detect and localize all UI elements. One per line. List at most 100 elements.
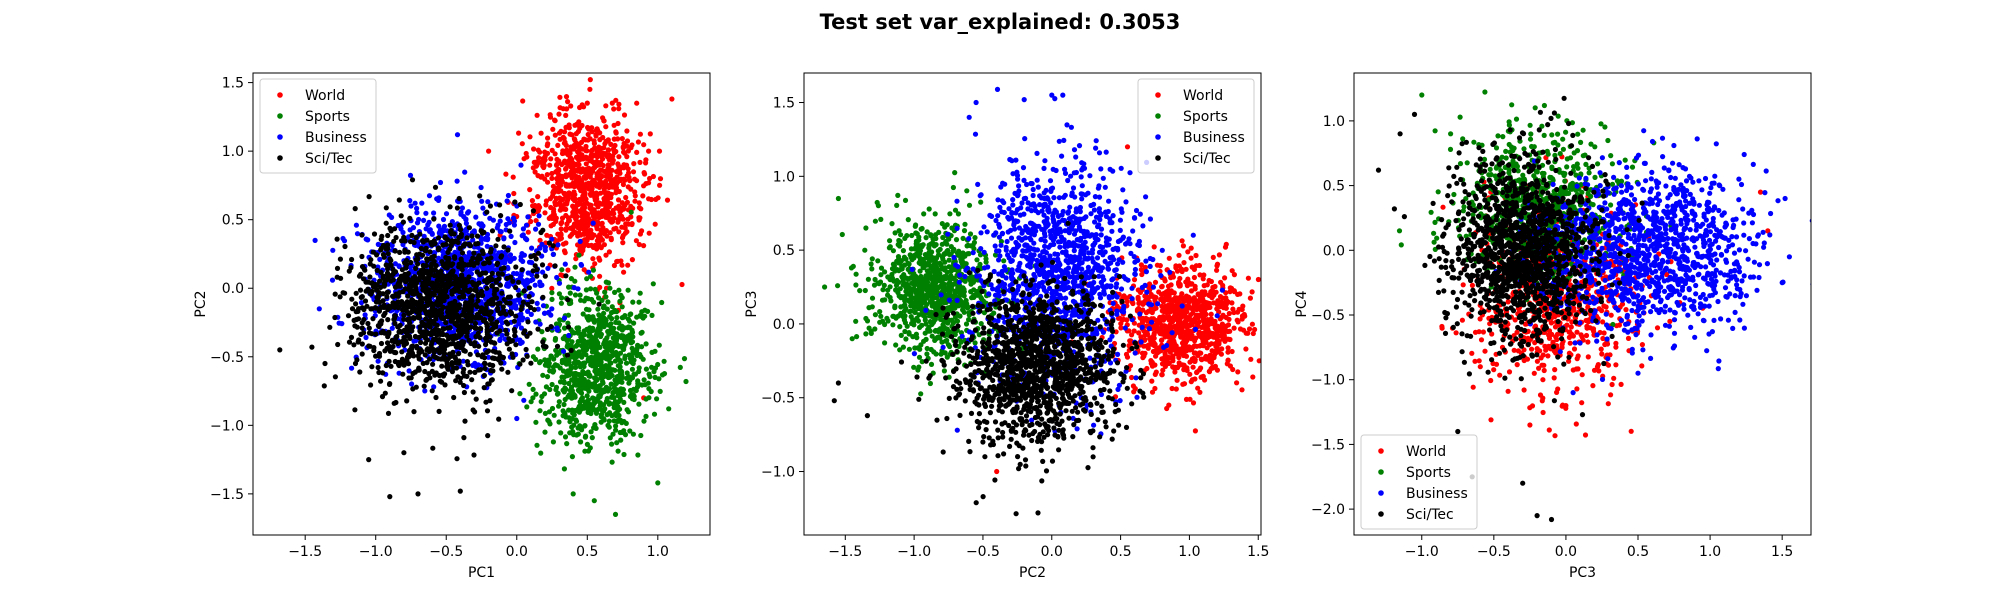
data-point <box>612 358 619 364</box>
data-point <box>432 240 438 247</box>
data-point <box>407 215 413 221</box>
data-point <box>424 311 430 317</box>
data-point <box>453 365 460 371</box>
data-point <box>630 299 636 305</box>
data-point <box>566 218 572 224</box>
data-point <box>518 254 524 260</box>
data-point <box>490 362 496 369</box>
y-tick-label: 1.0 <box>222 144 244 160</box>
data-point <box>554 391 561 397</box>
data-point <box>486 148 492 154</box>
data-point <box>572 278 578 284</box>
data-point <box>565 359 571 365</box>
data-point <box>587 191 594 197</box>
data-point <box>384 294 390 300</box>
data-point <box>568 391 574 397</box>
data-point <box>603 228 610 234</box>
data-point <box>611 215 617 221</box>
data-point <box>374 267 380 273</box>
data-point <box>370 316 376 322</box>
data-point <box>629 327 635 333</box>
data-point <box>576 379 582 385</box>
data-point <box>478 237 484 243</box>
data-point <box>657 176 664 182</box>
data-point <box>596 255 602 261</box>
data-point <box>409 299 415 305</box>
data-point <box>614 315 620 321</box>
data-point <box>472 409 478 415</box>
data-point <box>467 302 473 308</box>
data-point <box>439 315 445 321</box>
data-point <box>639 382 645 388</box>
data-point <box>597 317 604 323</box>
data-point <box>540 343 547 349</box>
data-point <box>611 405 617 411</box>
data-point <box>601 145 607 151</box>
data-point <box>525 214 531 220</box>
data-point <box>518 272 524 279</box>
data-point <box>558 272 564 278</box>
data-point <box>544 374 551 380</box>
data-point <box>613 97 619 103</box>
data-point <box>562 434 569 440</box>
data-point <box>526 259 533 265</box>
data-point <box>540 372 546 378</box>
data-point <box>534 300 540 306</box>
data-point <box>403 338 409 344</box>
data-point <box>437 350 443 356</box>
data-point <box>621 418 627 425</box>
data-point <box>632 198 638 204</box>
data-point <box>609 304 615 310</box>
data-point <box>472 287 478 293</box>
data-point <box>349 365 355 371</box>
data-point <box>564 183 570 189</box>
data-point <box>389 325 395 331</box>
legend-entry: World <box>305 88 345 104</box>
data-point <box>408 283 414 289</box>
data-point <box>589 435 595 441</box>
data-point <box>394 302 400 308</box>
x-tick-label: 0.5 <box>576 544 598 560</box>
data-point <box>495 307 501 314</box>
data-point <box>576 409 583 415</box>
data-point <box>1180 243 1186 249</box>
data-point <box>593 133 599 139</box>
data-point <box>508 233 514 239</box>
data-point <box>561 374 567 380</box>
data-point <box>487 215 493 221</box>
data-point <box>475 293 481 299</box>
data-point <box>1181 381 1188 387</box>
data-point <box>652 221 658 227</box>
data-point <box>603 252 609 258</box>
data-point <box>327 324 333 330</box>
data-point <box>383 262 389 268</box>
data-point <box>569 424 575 430</box>
data-point <box>378 378 384 384</box>
data-point <box>369 364 375 370</box>
data-point <box>557 105 563 111</box>
data-point <box>575 200 581 206</box>
data-point <box>375 241 381 247</box>
legend-entry: Sci/Tec <box>305 151 353 167</box>
data-point <box>373 353 379 359</box>
data-point <box>558 128 564 134</box>
data-point <box>578 180 585 186</box>
data-point <box>392 248 398 254</box>
data-point <box>542 310 548 316</box>
data-point <box>550 251 556 257</box>
data-point <box>615 161 621 167</box>
data-point <box>622 432 629 438</box>
data-point <box>572 183 578 189</box>
data-point <box>407 239 414 245</box>
data-point <box>1216 252 1222 258</box>
data-point <box>354 324 360 330</box>
data-point <box>484 324 490 330</box>
data-point <box>412 333 418 340</box>
data-point <box>573 256 579 262</box>
data-point <box>559 219 565 226</box>
data-point <box>551 412 557 418</box>
data-point <box>573 213 579 219</box>
data-point <box>1177 281 1183 288</box>
data-point <box>373 281 379 288</box>
data-point <box>618 437 624 443</box>
